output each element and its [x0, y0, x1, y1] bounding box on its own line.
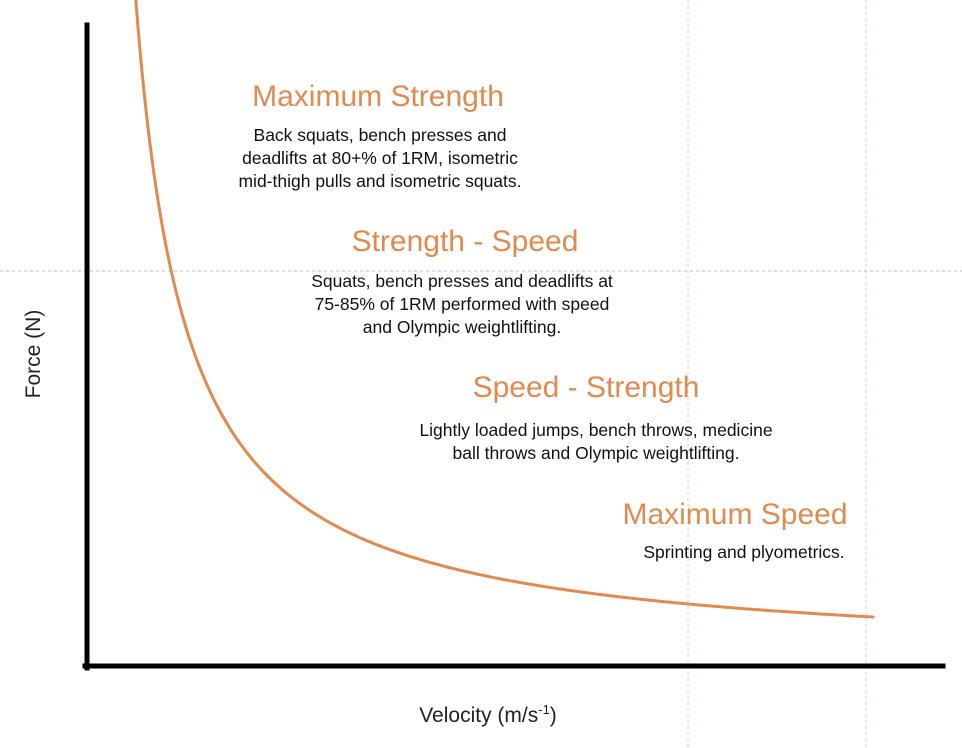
description-line: Back squats, bench presses and [253, 125, 507, 145]
x-axis-label-main: Velocity (m/s [419, 704, 539, 727]
zone-description-strength-speed: Squats, bench presses and deadlifts at 7… [311, 270, 613, 339]
zone-title-maximum-speed: Maximum Speed [622, 498, 848, 531]
x-axis-label-end: ) [549, 704, 557, 727]
zone-description-maximum-speed: Sprinting and plyometrics. [643, 541, 844, 564]
y-axis-label: Force (N) [22, 309, 45, 399]
x-axis-label: Velocity (m/s-1) [419, 702, 557, 728]
description-line: mid-thigh pulls and isometric squats. [238, 171, 522, 191]
description-line: Squats, bench presses and deadlifts at [311, 271, 613, 291]
zone-title-maximum-strength: Maximum Strength [252, 80, 504, 113]
description-line: Sprinting and plyometrics. [643, 542, 845, 562]
zone-description-maximum-strength: Back squats, bench presses and deadlifts… [238, 124, 521, 193]
zone-title-speed-strength: Speed - Strength [472, 371, 700, 404]
description-line: Lightly loaded jumps, bench throws, medi… [419, 420, 773, 440]
zone-title-strength-speed: Strength - Speed [351, 225, 579, 258]
zone-description-speed-strength: Lightly loaded jumps, bench throws, medi… [419, 419, 772, 465]
description-line: ball throws and Olympic weightlifting. [452, 443, 740, 463]
x-axis-label-superscript: -1 [538, 702, 550, 717]
description-line: and Olympic weightlifting. [362, 317, 562, 337]
force-velocity-curve [134, 0, 875, 619]
description-line: deadlifts at 80+% of 1RM, isometric [242, 148, 518, 168]
description-line: 75-85% of 1RM performed with speed [314, 294, 610, 314]
